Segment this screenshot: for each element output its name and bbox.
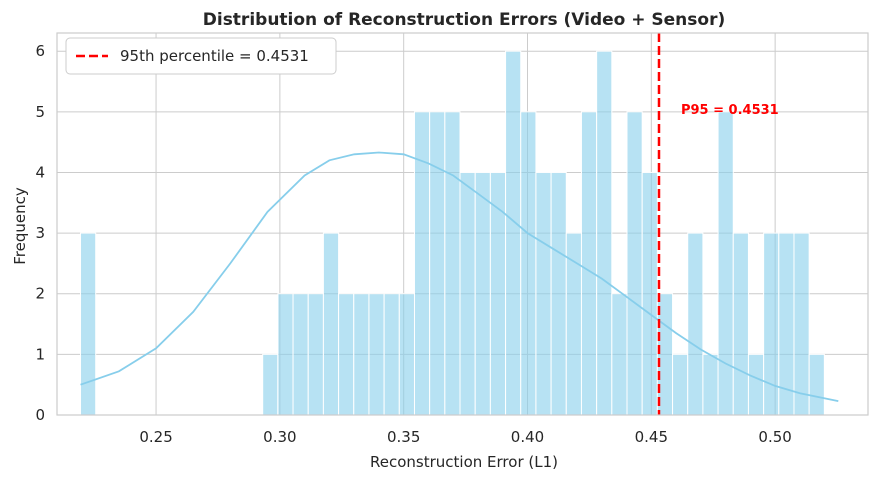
histogram-bar <box>793 232 810 416</box>
y-tick-label: 2 <box>35 285 45 303</box>
legend: 95th percentile = 0.4531 <box>65 37 337 75</box>
histogram-bar <box>444 111 461 416</box>
y-tick-label: 4 <box>35 163 45 181</box>
histogram-bar <box>474 171 491 416</box>
y-tick-label: 3 <box>35 224 45 242</box>
x-tick-label: 0.45 <box>635 428 668 446</box>
kde-curve <box>80 151 839 402</box>
y-tick-label: 6 <box>35 42 45 60</box>
y-axis-label: Frequency <box>11 187 29 265</box>
histogram-bar <box>398 293 415 416</box>
histogram-bar <box>565 232 582 416</box>
y-tick-label: 0 <box>35 406 45 424</box>
histogram-bar <box>580 111 598 416</box>
histogram-bar <box>262 353 279 416</box>
y-axis-ticks: 0 1 2 3 4 5 6 <box>35 42 45 424</box>
histogram-bar <box>535 171 552 416</box>
y-tick-label: 5 <box>35 103 45 121</box>
y-tick-label: 1 <box>35 345 45 363</box>
histogram-bar <box>322 232 340 416</box>
x-tick-label: 0.30 <box>263 428 296 446</box>
histogram-bar <box>459 171 476 416</box>
histogram-bar <box>702 353 719 416</box>
x-tick-label: 0.50 <box>758 428 791 446</box>
x-tick-label: 0.25 <box>139 428 172 446</box>
histogram-bar <box>292 293 309 416</box>
histogram-bar <box>626 111 643 416</box>
histogram-bar <box>368 293 385 416</box>
histogram-bar <box>413 111 431 416</box>
histogram-bar <box>550 171 567 416</box>
histogram-bar <box>808 353 825 416</box>
histogram-bar <box>672 353 689 416</box>
histogram-bar <box>732 232 749 416</box>
histogram-bar <box>687 232 704 416</box>
histogram-bars <box>80 50 825 416</box>
threshold-annotation: P95 = 0.4531 <box>681 103 779 118</box>
x-tick-label: 0.40 <box>511 428 544 446</box>
histogram-bar <box>763 232 780 416</box>
histogram-bar <box>611 293 628 416</box>
histogram-bar <box>717 111 734 416</box>
histogram-bar <box>80 232 97 416</box>
histogram-bar <box>277 293 294 416</box>
histogram-bar <box>641 171 658 416</box>
histogram-bar <box>353 293 370 416</box>
histogram-bar <box>383 293 400 416</box>
plot-frame <box>56 32 869 416</box>
x-axis-label: Reconstruction Error (L1) <box>370 453 558 471</box>
chart-title: Distribution of Reconstruction Errors (V… <box>203 10 725 30</box>
histogram-bar <box>596 50 613 416</box>
histogram-bar <box>520 111 537 416</box>
histogram-bar <box>307 293 324 416</box>
x-tick-label: 0.35 <box>387 428 420 446</box>
legend-box <box>65 37 337 75</box>
histogram-bar <box>338 293 355 416</box>
histogram-bar <box>505 50 522 416</box>
histogram-bar <box>429 111 446 416</box>
x-axis-ticks: 0.25 0.30 0.35 0.40 0.45 0.50 <box>139 428 791 446</box>
legend-threshold-label: 95th percentile = 0.4531 <box>120 47 309 65</box>
histogram-bar <box>747 353 765 416</box>
